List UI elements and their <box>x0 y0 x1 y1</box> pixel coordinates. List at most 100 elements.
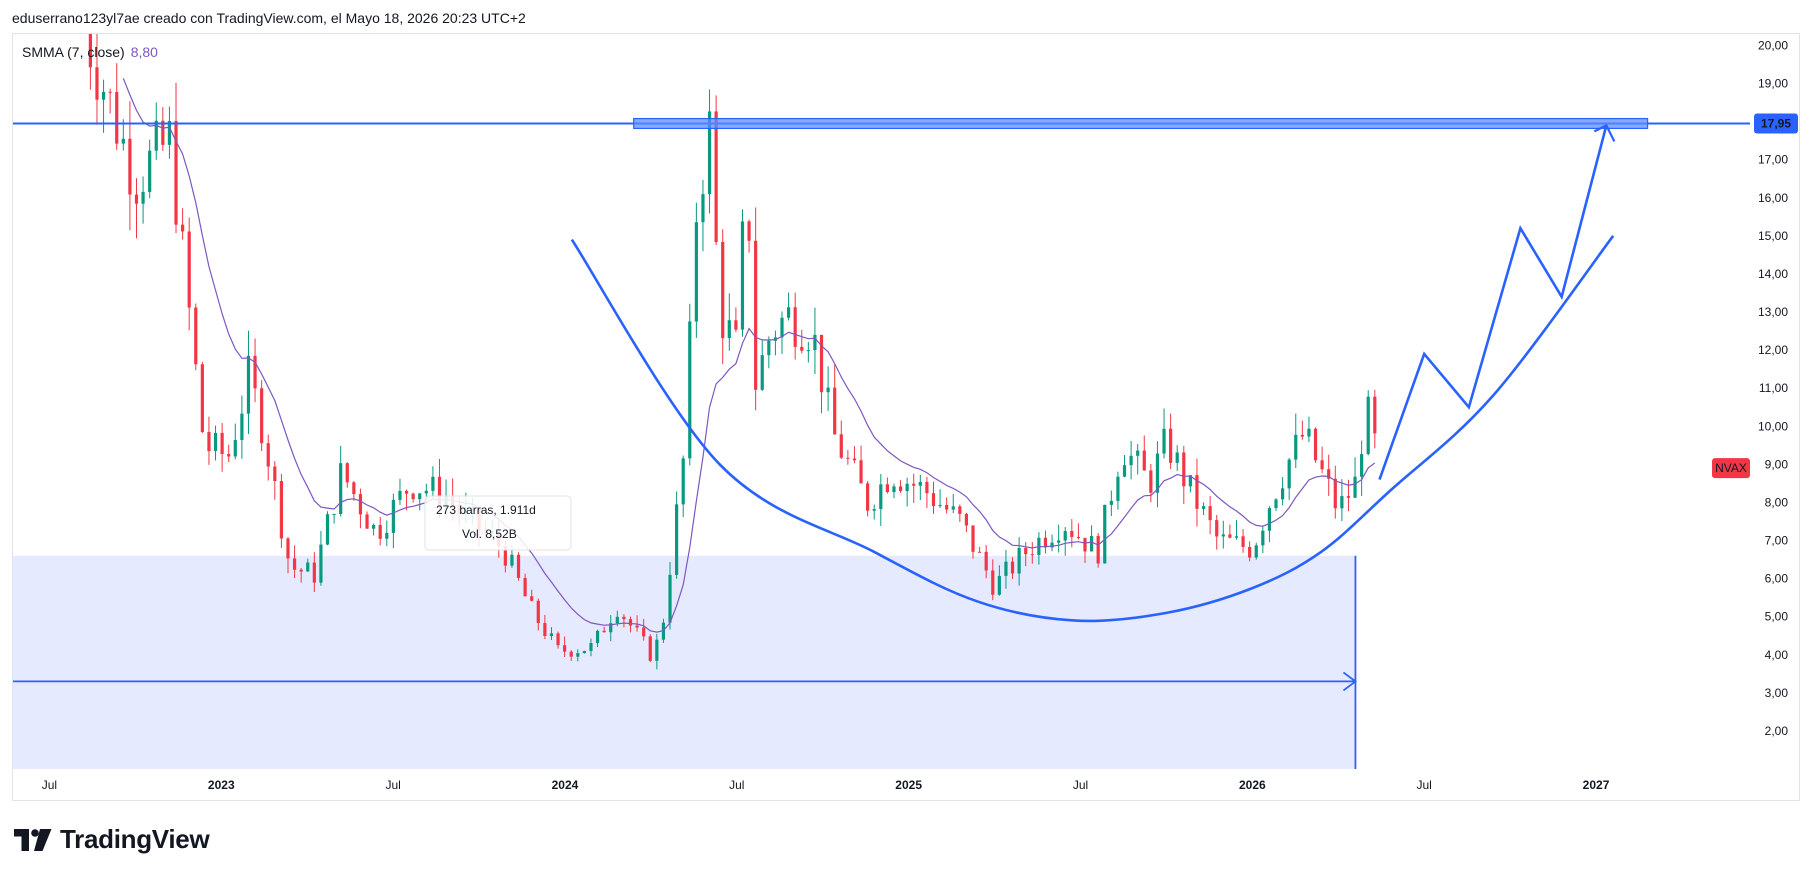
candle-body[interactable] <box>602 630 606 633</box>
candle-body[interactable] <box>1043 537 1048 548</box>
candle-body[interactable] <box>1109 500 1113 505</box>
candle-body[interactable] <box>1195 475 1199 509</box>
candle-body[interactable] <box>872 509 876 511</box>
candle-body[interactable] <box>859 460 863 484</box>
candle-body[interactable] <box>1149 470 1153 493</box>
candle-body[interactable] <box>372 524 376 529</box>
candle-body[interactable] <box>213 432 218 452</box>
candle-body[interactable] <box>1083 537 1087 552</box>
candle-body[interactable] <box>95 67 99 100</box>
candle-body[interactable] <box>582 650 586 654</box>
candle-body[interactable] <box>1089 535 1094 552</box>
candle-body[interactable] <box>642 627 646 637</box>
candle-body[interactable] <box>82 26 85 27</box>
projection-path[interactable] <box>1378 125 1608 481</box>
candle-body[interactable] <box>292 558 297 570</box>
candle-body[interactable] <box>530 596 534 601</box>
candle-body[interactable] <box>385 532 389 539</box>
candle-body[interactable] <box>207 432 211 452</box>
candle-body[interactable] <box>437 476 442 507</box>
candle-body[interactable] <box>1208 506 1212 521</box>
candle-body[interactable] <box>167 120 172 145</box>
candle-body[interactable] <box>1340 496 1344 509</box>
candle-body[interactable] <box>1228 534 1232 538</box>
candle-body[interactable] <box>563 645 567 652</box>
candle-body[interactable] <box>187 231 191 308</box>
candle-body[interactable] <box>688 321 692 459</box>
candle-body[interactable] <box>1373 396 1377 434</box>
candle-body[interactable] <box>747 221 751 241</box>
candle-body[interactable] <box>1294 434 1298 460</box>
candle-body[interactable] <box>1280 488 1285 500</box>
candle-body[interactable] <box>1063 531 1067 541</box>
candle-body[interactable] <box>1313 428 1318 461</box>
candle-body[interactable] <box>1327 469 1331 479</box>
indicator-legend[interactable]: SMMA (7, close) 8,80 <box>22 44 158 60</box>
candle-body[interactable] <box>141 191 145 204</box>
candle-body[interactable] <box>1353 476 1357 498</box>
candle-body[interactable] <box>279 480 284 539</box>
candle-body[interactable] <box>549 633 554 636</box>
candle-body[interactable] <box>181 224 185 232</box>
candle-body[interactable] <box>411 493 415 500</box>
candle-body[interactable] <box>523 577 527 597</box>
candle-body[interactable] <box>800 346 804 351</box>
candle-body[interactable] <box>404 490 409 494</box>
candle-body[interactable] <box>1155 453 1160 493</box>
candle-body[interactable] <box>1142 450 1146 471</box>
candle-body[interactable] <box>1320 460 1324 470</box>
candle-body[interactable] <box>161 120 165 145</box>
candle-body[interactable] <box>576 653 580 657</box>
resistance-zone[interactable] <box>633 117 1649 130</box>
candle-body[interactable] <box>128 138 132 195</box>
candle-body[interactable] <box>826 387 830 393</box>
candle-body[interactable] <box>846 457 850 459</box>
candle-body[interactable] <box>1287 459 1291 489</box>
candle-body[interactable] <box>319 544 323 583</box>
candle-body[interactable] <box>266 443 270 467</box>
support-zone[interactable] <box>13 555 1356 769</box>
smma-line[interactable] <box>122 78 1376 633</box>
candle-body[interactable] <box>194 307 198 365</box>
candle-body[interactable] <box>945 504 949 510</box>
candle-body[interactable] <box>306 562 310 572</box>
candle-body[interactable] <box>648 636 652 661</box>
candle-body[interactable] <box>1261 530 1265 546</box>
candle-body[interactable] <box>958 506 962 514</box>
candle-body[interactable] <box>668 574 672 623</box>
candle-body[interactable] <box>325 514 330 545</box>
candle-body[interactable] <box>543 623 547 636</box>
candle-body[interactable] <box>569 651 573 657</box>
candle-body[interactable] <box>931 493 936 507</box>
candle-body[interactable] <box>154 120 158 151</box>
candle-body[interactable] <box>1076 536 1081 538</box>
candle-body[interactable] <box>398 490 402 500</box>
candle-body[interactable] <box>378 524 382 539</box>
candle-body[interactable] <box>905 483 909 492</box>
candle-body[interactable] <box>121 138 125 144</box>
candle-body[interactable] <box>589 643 593 651</box>
candle-body[interactable] <box>536 600 540 624</box>
candle-body[interactable] <box>635 625 639 628</box>
tradingview-logo[interactable]: TradingView <box>14 824 210 855</box>
candle-body[interactable] <box>595 630 600 644</box>
candle-body[interactable] <box>431 476 435 491</box>
candle-body[interactable] <box>424 490 428 494</box>
candle-body[interactable] <box>740 221 745 330</box>
candle-body[interactable] <box>1346 496 1351 498</box>
candle-body[interactable] <box>754 240 758 390</box>
candle-body[interactable] <box>1360 454 1364 477</box>
candle-body[interactable] <box>707 111 712 195</box>
candle-body[interactable] <box>1103 504 1107 564</box>
candle-body[interactable] <box>1129 455 1133 466</box>
candle-body[interactable] <box>978 551 982 553</box>
candle-body[interactable] <box>253 355 257 389</box>
candle-body[interactable] <box>1333 478 1337 509</box>
ticker-badge[interactable] <box>1712 458 1750 479</box>
candle-body[interactable] <box>786 307 791 318</box>
candle-body[interactable] <box>615 616 619 624</box>
candle-body[interactable] <box>233 439 237 457</box>
candle-body[interactable] <box>260 388 264 444</box>
candle-body[interactable] <box>760 355 764 390</box>
